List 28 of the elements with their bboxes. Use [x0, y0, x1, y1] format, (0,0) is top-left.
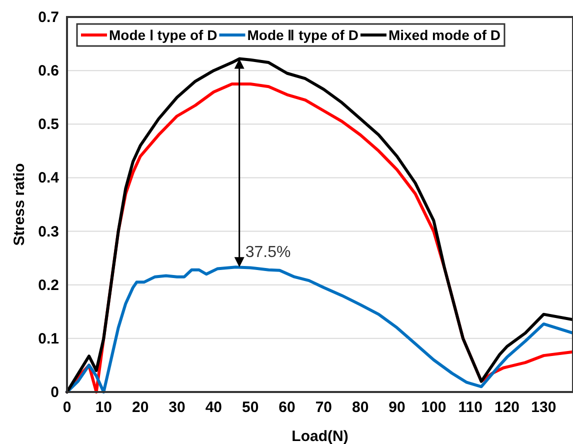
y-tick-label: 0.3 [38, 223, 59, 240]
legend-label: Mode Ⅱ type of D [247, 27, 358, 43]
x-tick-label: 100 [421, 399, 446, 416]
x-tick-label: 30 [168, 399, 186, 416]
x-tick-label: 60 [278, 399, 296, 416]
x-tick-label: 130 [531, 399, 556, 416]
x-tick-label: 10 [95, 399, 112, 416]
x-tick-label: 50 [242, 399, 259, 416]
x-tick-label: 120 [494, 399, 520, 416]
y-tick-label: 0.7 [38, 9, 59, 26]
y-tick-label: 0 [50, 384, 59, 401]
legend-label: Mixed mode of D [388, 27, 500, 43]
x-axis-title: Load(N) [292, 428, 348, 444]
x-tick-label: 0 [62, 399, 72, 416]
x-tick-label: 80 [352, 399, 369, 416]
y-tick-label: 0.1 [38, 330, 59, 348]
x-tick-label: 110 [458, 399, 482, 416]
y-tick-label: 0.2 [38, 276, 59, 294]
x-tick-label: 20 [132, 399, 149, 416]
y-tick-label: 0.6 [38, 62, 59, 80]
y-axis-title: Stress ratio [11, 163, 28, 246]
y-tick-label: 0.4 [38, 170, 60, 187]
x-tick-label: 90 [388, 399, 406, 416]
x-tick-label: 40 [205, 399, 222, 416]
x-tick-label: 70 [315, 399, 332, 416]
legend-label: Mode Ⅰ type of D [109, 27, 218, 43]
annotation: 37.5% [245, 244, 291, 262]
y-tick-label: 0.5 [38, 116, 59, 134]
